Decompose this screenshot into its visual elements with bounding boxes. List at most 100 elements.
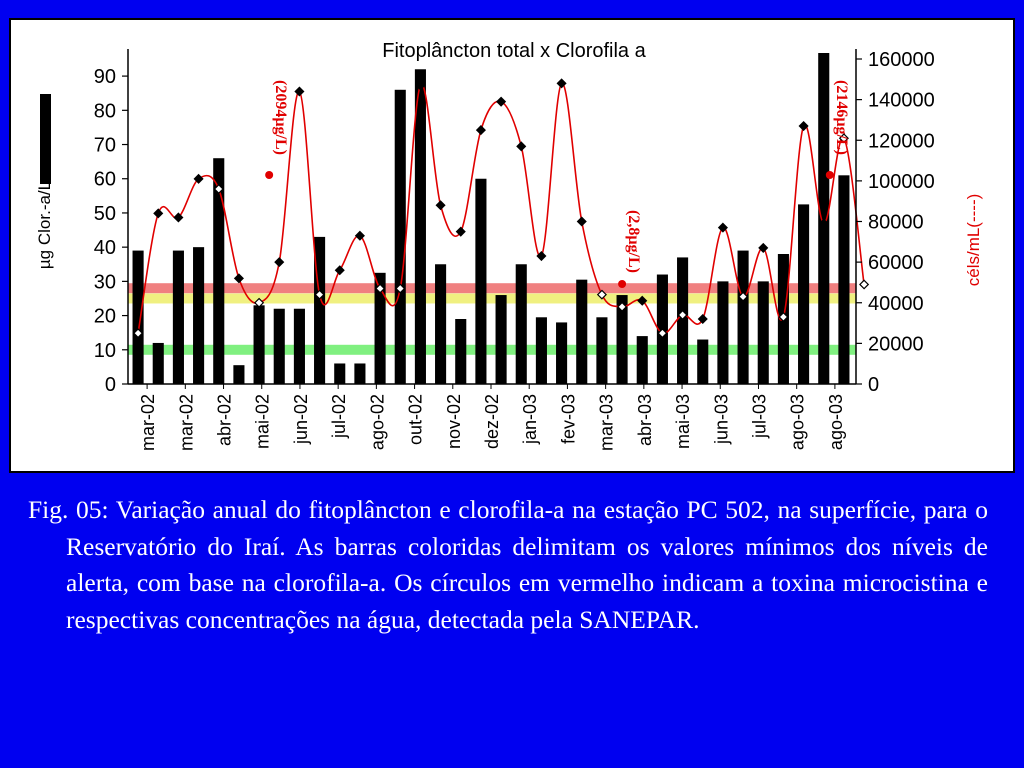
phytoplankton-point: [354, 230, 365, 241]
right-tick-label: 60000: [868, 252, 924, 274]
chlorophyll-bar: [717, 281, 729, 384]
x-tick-label: fev-03: [558, 394, 578, 444]
phytoplankton-point: [596, 289, 607, 300]
phytoplankton-point: [516, 141, 527, 152]
chlorophyll-bar: [556, 322, 568, 384]
phytoplankton-point: [677, 309, 688, 320]
left-tick-label: 20: [94, 306, 116, 328]
toxin-marker: [618, 280, 627, 288]
chlorophyll-bar: [273, 308, 285, 384]
phytoplankton-point: [294, 86, 305, 97]
toxin-label: (2,8µg/L): [625, 210, 642, 273]
chart-title: Fitoplâncton total x Clorofila a: [382, 40, 646, 62]
chlorophyll-bar: [193, 247, 205, 384]
chlorophyll-bar: [596, 317, 608, 384]
phytoplankton-point: [153, 208, 164, 219]
x-tick-label: ago-03: [788, 394, 808, 450]
figure-caption: Fig. 05: Variação anual do fitoplâncton …: [28, 495, 988, 634]
chlorophyll-bar: [737, 250, 749, 384]
phytoplankton-point: [859, 279, 870, 290]
x-tick-label: mar-03: [597, 394, 617, 451]
chlorophyll-bar: [616, 295, 628, 384]
x-tick-label: abr-02: [215, 394, 235, 446]
chlorophyll-bar: [515, 264, 527, 384]
y-axis-label-left: µg Clor.-a/L: [35, 181, 54, 269]
chlorophyll-bar: [677, 257, 689, 384]
chlorophyll-bar: [152, 342, 164, 384]
chlorophyll-bar: [394, 89, 406, 384]
phytoplankton-point: [576, 216, 587, 227]
phytoplankton-point: [395, 283, 406, 294]
x-tick-label: mar-02: [176, 394, 196, 451]
x-tick-label: mar-02: [138, 394, 158, 451]
chlorophyll-bar: [697, 339, 709, 384]
phytoplankton-point: [818, 218, 829, 229]
chlorophyll-bar: [757, 281, 769, 384]
phytoplankton-point: [536, 250, 547, 262]
chlorophyll-bar: [213, 158, 225, 384]
phytoplankton-point: [838, 133, 849, 144]
alert-band-2: [128, 344, 856, 355]
chlorophyll-bar: [535, 317, 547, 384]
toxin-marker: [825, 171, 834, 179]
phytoplankton-point: [173, 212, 184, 223]
phytoplankton-point: [556, 78, 567, 89]
left-tick-label: 50: [94, 203, 116, 225]
x-tick-label: nov-02: [444, 394, 464, 449]
toxin-label: (2146µg/L): [833, 80, 850, 155]
chlorophyll-bar: [435, 264, 447, 384]
x-tick-label: jun-02: [291, 394, 311, 445]
phytoplankton-point: [314, 289, 325, 300]
right-tick-label: 40000: [868, 293, 924, 315]
chlorophyll-bar: [838, 175, 850, 384]
x-tick-label: jan-03: [520, 394, 540, 445]
phytoplankton-point: [475, 125, 486, 136]
axes: [127, 49, 857, 385]
left-legend-swatch: [40, 94, 51, 184]
chlorophyll-bars: [132, 53, 850, 384]
right-tick-label: 120000: [868, 130, 935, 152]
chlorophyll-bar: [798, 204, 810, 384]
toxin-marker: [265, 171, 274, 179]
chlorophyll-bar: [636, 336, 648, 384]
toxin-annotations: (2094µg/L) (2,8µg/L) (2146µg/L): [265, 80, 850, 288]
x-tick-label: dez-02: [482, 394, 502, 449]
chlorophyll-bar: [293, 308, 305, 384]
chlorophyll-bar: [475, 178, 487, 384]
phytoplankton-point: [496, 96, 507, 107]
left-axis-ticks: 0 10 20 30 40 50 60 70 80 90: [94, 66, 128, 396]
right-tick-label: 20000: [868, 333, 924, 355]
x-tick-label: out-02: [406, 394, 426, 445]
left-tick-label: 70: [94, 135, 116, 157]
chlorophyll-bar: [455, 319, 467, 384]
phytoplankton-point: [254, 297, 265, 308]
x-tick-label: jul-03: [749, 394, 769, 439]
alert-band-0: [128, 283, 856, 294]
phytoplankton-point: [274, 257, 285, 268]
left-tick-label: 0: [105, 374, 116, 396]
chlorophyll-bar: [354, 363, 366, 384]
phytoplankton-point: [213, 183, 224, 195]
right-tick-label: 160000: [868, 49, 935, 71]
x-tick-label: mai-02: [253, 394, 273, 449]
chlorophyll-bar: [253, 305, 265, 384]
x-tick-label: abr-03: [635, 394, 655, 446]
left-tick-label: 30: [94, 271, 116, 293]
chlorophyll-bar: [576, 279, 588, 384]
x-tick-label: jul-02: [329, 394, 349, 439]
alert-bands: [128, 283, 856, 355]
right-tick-label: 100000: [868, 171, 935, 193]
phytoplankton-point: [375, 283, 386, 294]
phytoplankton-point: [637, 295, 648, 306]
right-tick-label: 140000: [868, 90, 935, 112]
x-tick-label: mai-03: [673, 394, 693, 449]
left-tick-label: 40: [94, 237, 116, 259]
phytoplankton-point: [717, 222, 728, 233]
toxin-label: (2094µg/L): [272, 80, 289, 155]
phytoplankton-point: [697, 313, 708, 325]
phytoplankton-point: [193, 173, 204, 184]
phytoplankton-line: [133, 78, 870, 339]
chlorophyll-bar: [172, 250, 184, 384]
phytoplankton-point: [758, 242, 769, 253]
phytoplankton-point: [738, 291, 749, 302]
